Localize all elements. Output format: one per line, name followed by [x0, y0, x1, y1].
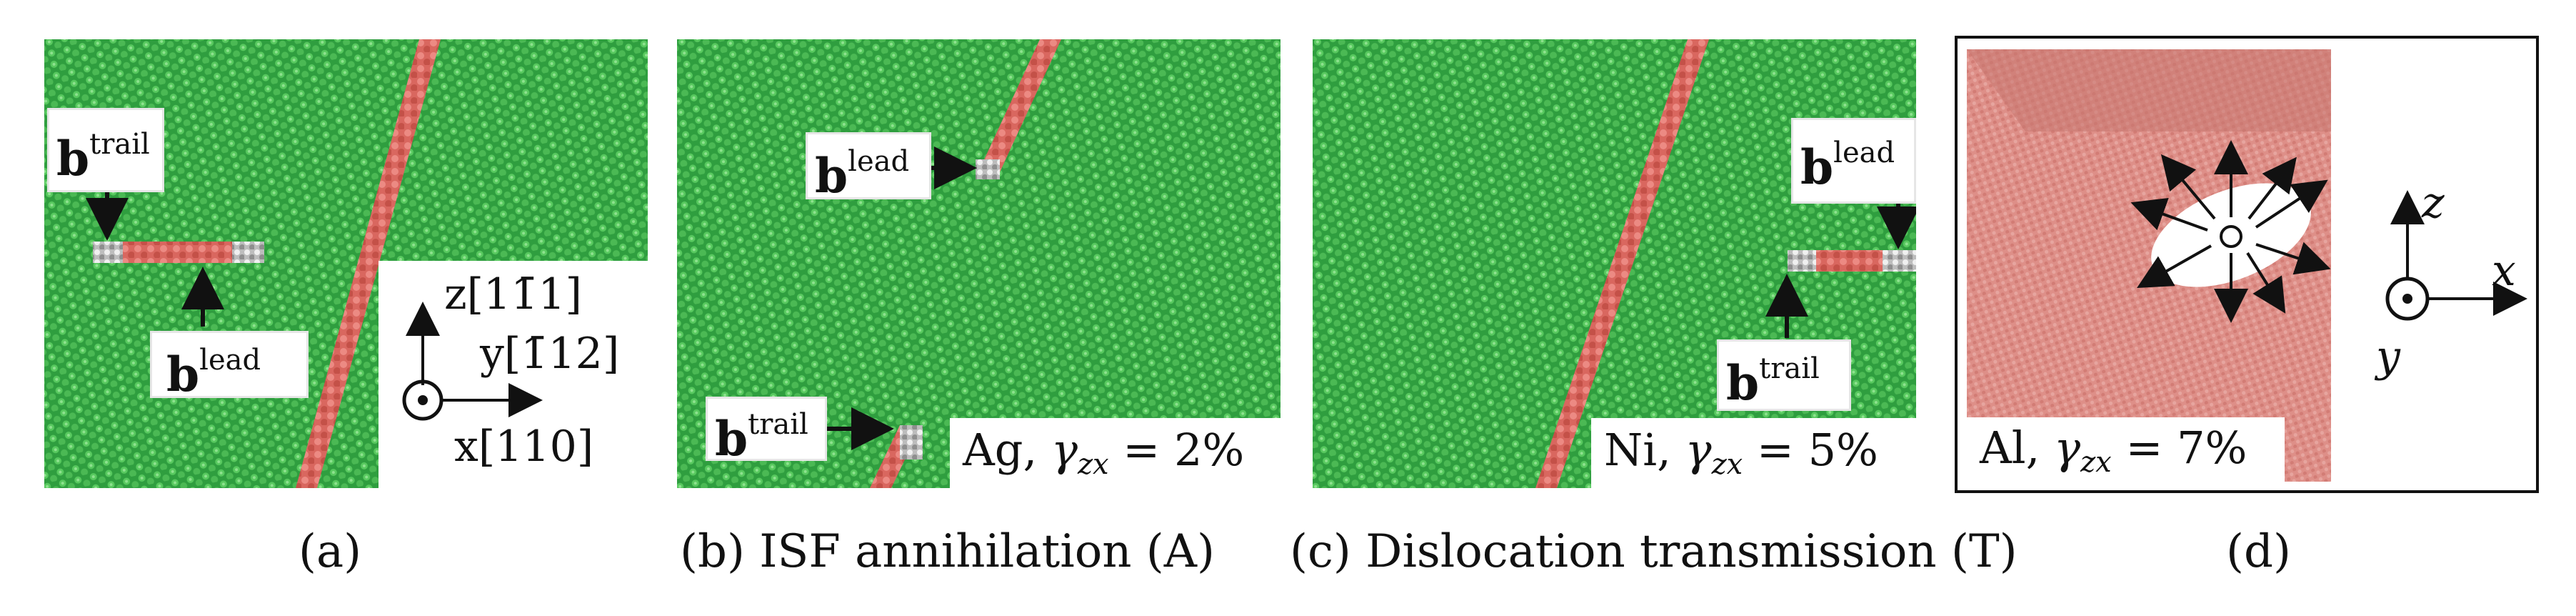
axis-x-label: x	[2492, 246, 2516, 296]
caption-a: (a)	[299, 525, 362, 578]
trail-core-atoms	[93, 242, 123, 263]
y-axis-out-of-plane-icon	[402, 379, 443, 421]
material-strain-label: Al, γzx = 7%	[1967, 417, 2285, 483]
panel-a-arrows	[86, 192, 224, 327]
panel-c-arrows	[1765, 204, 1916, 338]
expansion-arrow-right	[2255, 179, 2328, 229]
b-lead-label: blead	[1791, 118, 1916, 204]
lower-core-atoms	[900, 425, 923, 459]
expansion-arrow-up-right	[2247, 157, 2297, 220]
caption-d: (d)	[2226, 525, 2291, 578]
stacking-fault-band	[296, 39, 441, 488]
expansion-arrow-left	[2130, 197, 2208, 232]
material-strain-label: Ni, γzx = 5%	[1591, 418, 1916, 488]
material-strain-label: Ag, γzx = 2%	[950, 418, 1281, 488]
b-lead-label: blead	[150, 331, 309, 398]
surface-shading	[1967, 49, 2331, 131]
expansion-arrow-right-lower	[2255, 242, 2331, 275]
y-axis-dot-icon	[2402, 294, 2412, 304]
axis-y-label: y	[2376, 332, 2400, 382]
upper-fault-band	[977, 39, 1061, 175]
panel-a-coord-axes	[402, 302, 543, 421]
axis-x-label: x[110]	[454, 422, 594, 472]
lead-core-atoms	[1883, 250, 1916, 272]
void	[2151, 183, 2311, 287]
panel-c: blead btrail Ni, γzx = 5%	[1313, 39, 1916, 488]
panel-d: z x y Al, γzx = 7%	[1955, 36, 2539, 493]
axis-z-label: z[11̄1]	[444, 269, 582, 319]
y-axis-out-of-plane-icon	[2385, 277, 2430, 321]
panel-b-arrows	[827, 146, 977, 450]
y-axis-dot-icon	[418, 395, 428, 405]
b-trail-label: btrail	[1717, 339, 1851, 411]
panel-c-atoms	[1313, 39, 1916, 488]
panel-b: blead btrail Ag, γzx = 2%	[677, 39, 1281, 488]
axis-y-label: y[1̄12]	[480, 329, 620, 379]
b-trail-label: btrail	[706, 397, 827, 462]
panel-d-expansion-arrows	[2130, 140, 2527, 323]
void-center-icon	[2220, 225, 2242, 248]
panel-a: btrail blead z[11̄1] y[1̄12] x[110]	[44, 39, 648, 488]
caption-c: (c) Dislocation transmission (T)	[1290, 525, 2018, 578]
stacking-fault-band	[1535, 39, 1709, 488]
b-lead-label: blead	[806, 132, 931, 199]
b-trail-label: btrail	[47, 108, 164, 192]
upper-core-atoms	[976, 159, 1000, 179]
caption-b: (b) ISF annihilation (A)	[680, 525, 1215, 578]
axis-z-label: z	[2422, 178, 2445, 228]
expansion-arrow-down-left	[2137, 244, 2212, 288]
trail-core-atoms	[1788, 250, 1816, 272]
expansion-arrow-down-right	[2246, 252, 2286, 314]
expansion-arrow-up-left	[2160, 154, 2216, 220]
lead-core-atoms	[232, 242, 264, 263]
